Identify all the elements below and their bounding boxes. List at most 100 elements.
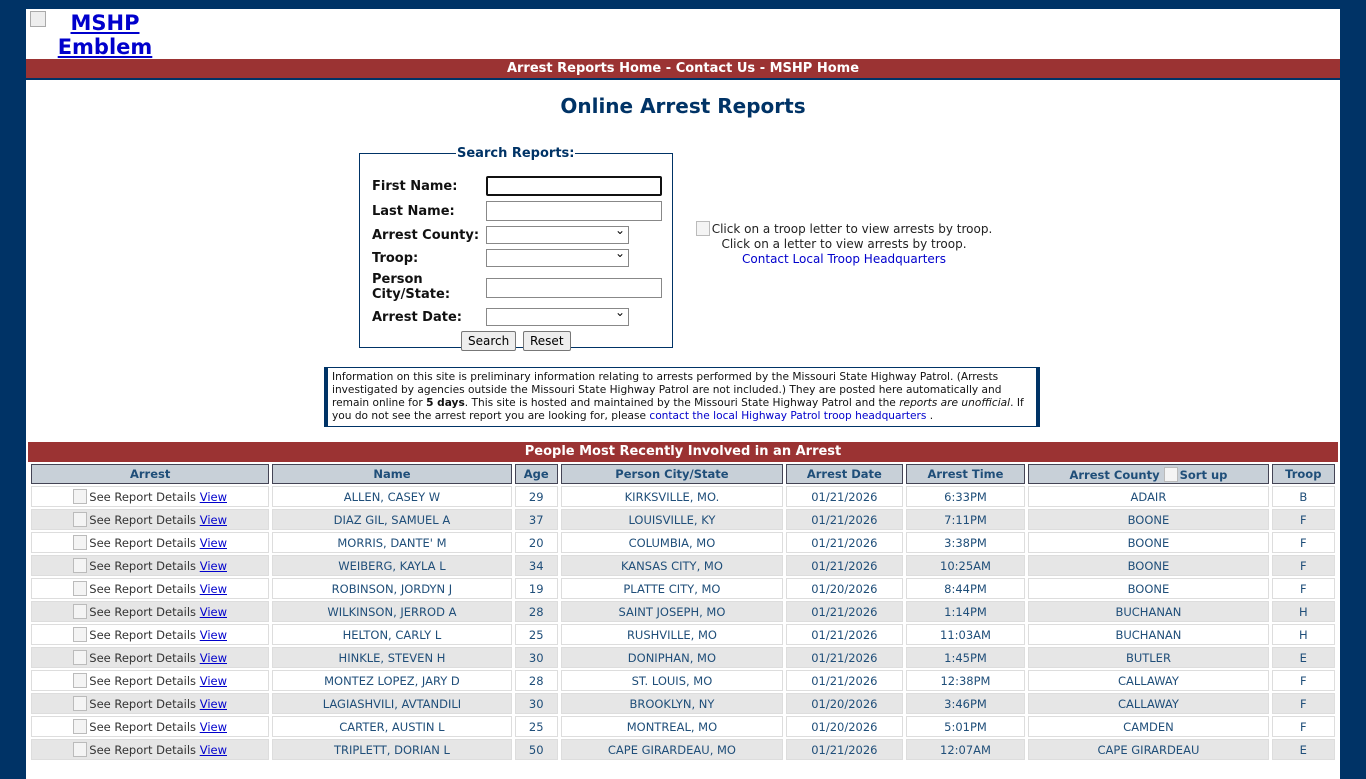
cell-arrest-county: CAPE GIRARDEAU xyxy=(1028,739,1269,760)
mshp-emblem-logo[interactable]: MSHP Emblem xyxy=(30,11,180,59)
cell-age: 37 xyxy=(514,509,558,530)
view-link[interactable]: View xyxy=(199,674,227,688)
cell-troop: B xyxy=(1271,486,1335,507)
contact-troop-link[interactable]: Contact Local Troop Headquarters xyxy=(742,252,946,266)
view-link[interactable]: View xyxy=(199,490,227,504)
troop-select[interactable] xyxy=(486,246,629,267)
cell-age: 30 xyxy=(514,693,558,714)
sort-up-alt[interactable]: Sort up xyxy=(1179,467,1228,482)
cell-arrest-county: BUTLER xyxy=(1028,647,1269,668)
header-label: Name xyxy=(373,467,411,481)
troop-label: Troop: xyxy=(372,251,419,266)
report-details-alt: See Report Details xyxy=(89,697,197,711)
report-details-icon[interactable] xyxy=(73,650,88,665)
nav-separator: - xyxy=(661,61,676,76)
contact-hq-link[interactable]: contact the local Highway Patrol troop h… xyxy=(649,410,927,422)
report-details-icon[interactable] xyxy=(73,535,88,550)
view-link[interactable]: View xyxy=(199,605,227,619)
nav-arrest-reports-home[interactable]: Arrest Reports Home xyxy=(506,61,662,76)
cell-arrest-county: ADAIR xyxy=(1028,486,1269,507)
cell-arrest: See Report Details View xyxy=(31,693,270,714)
last-name-label: Last Name: xyxy=(372,204,455,219)
cell-arrest: See Report Details View xyxy=(31,716,270,737)
cell-name: ROBINSON, JORDYN J xyxy=(272,578,512,599)
report-details-icon[interactable] xyxy=(73,558,88,573)
cell-city-state: PLATTE CITY, MO xyxy=(560,578,784,599)
city-label: Person City/State: xyxy=(372,272,451,302)
view-link[interactable]: View xyxy=(199,697,227,711)
info-italic: reports are unofficial xyxy=(899,397,1011,409)
cell-troop: F xyxy=(1271,670,1335,691)
cell-arrest: See Report Details View xyxy=(31,532,270,553)
reset-button[interactable]: Reset xyxy=(523,331,571,351)
cell-arrest-time: 3:38PM xyxy=(905,532,1026,553)
cell-name: WEIBERG, KAYLA L xyxy=(272,555,512,576)
report-details-icon[interactable] xyxy=(73,742,88,757)
report-details-icon[interactable] xyxy=(73,512,88,527)
city-input[interactable] xyxy=(486,278,662,298)
table-row: See Report Details View HELTON, CARLY L 25… xyxy=(31,624,1335,645)
cell-name: ALLEN, CASEY W xyxy=(272,486,512,507)
report-details-icon[interactable] xyxy=(73,719,88,734)
cell-age: 29 xyxy=(514,486,558,507)
table-row: See Report Details View TRIPLETT, DORIAN … xyxy=(31,739,1335,760)
report-details-icon[interactable] xyxy=(73,696,88,711)
cell-arrest-time: 3:46PM xyxy=(905,693,1026,714)
view-link[interactable]: View xyxy=(199,743,227,757)
date-label: Arrest Date: xyxy=(372,310,462,325)
view-link[interactable]: View xyxy=(199,536,227,550)
sort-up-icon[interactable] xyxy=(1163,466,1178,482)
header-troop: Troop xyxy=(1271,464,1335,484)
broken-image-icon xyxy=(695,221,710,236)
report-details-icon[interactable] xyxy=(73,627,88,642)
cell-troop: F xyxy=(1271,555,1335,576)
cell-arrest-county: CAMDEN xyxy=(1028,716,1269,737)
header-arrest-county[interactable]: Arrest County Sort up xyxy=(1028,464,1269,484)
view-link[interactable]: View xyxy=(199,651,227,665)
header-label: Person City/State xyxy=(615,467,729,481)
report-details-icon[interactable] xyxy=(73,581,88,596)
cell-arrest-date: 01/21/2026 xyxy=(786,624,903,645)
arrests-table: Arrest Name Age Person City/State Arrest Dat… xyxy=(28,462,1338,762)
report-details-icon[interactable] xyxy=(73,489,88,504)
cell-arrest-date: 01/20/2026 xyxy=(786,693,903,714)
date-select[interactable] xyxy=(486,305,629,326)
header-label: Troop xyxy=(1285,467,1322,481)
cell-arrest-time: 8:44PM xyxy=(905,578,1026,599)
county-select[interactable] xyxy=(486,223,629,244)
info-text: Information on this site is preliminary … xyxy=(332,371,1002,409)
nav-mshp-home[interactable]: MSHP Home xyxy=(769,61,860,76)
search-button[interactable]: Search xyxy=(461,331,517,351)
cell-name: MORRIS, DANTE' M xyxy=(272,532,512,553)
last-name-input[interactable] xyxy=(486,201,662,221)
view-link[interactable]: View xyxy=(199,720,227,734)
cell-city-state: DONIPHAN, MO xyxy=(560,647,784,668)
view-link[interactable]: View xyxy=(199,513,227,527)
nav-contact-us[interactable]: Contact Us xyxy=(675,61,756,76)
view-link[interactable]: View xyxy=(199,628,227,642)
view-link[interactable]: View xyxy=(199,582,227,596)
first-name-input[interactable] xyxy=(486,176,662,196)
table-row: See Report Details View ALLEN, CASEY W 29 K… xyxy=(31,486,1335,507)
view-link[interactable]: View xyxy=(199,559,227,573)
cell-arrest: See Report Details View xyxy=(31,624,270,645)
cell-arrest: See Report Details View xyxy=(31,486,270,507)
cell-name: LAGIASHVILI, AVTANDILI xyxy=(272,693,512,714)
cell-arrest-time: 12:07AM xyxy=(905,739,1026,760)
info-text: . If you do not see the arrest report yo… xyxy=(332,397,1024,422)
report-details-icon[interactable] xyxy=(73,604,88,619)
report-details-alt: See Report Details xyxy=(89,628,197,642)
cell-arrest: See Report Details View xyxy=(31,578,270,599)
report-details-icon[interactable] xyxy=(73,673,88,688)
cell-name: MONTEZ LOPEZ, JARY D xyxy=(272,670,512,691)
cell-arrest: See Report Details View xyxy=(31,555,270,576)
troop-map-image[interactable]: Click on a troop letter to view arrests … xyxy=(694,221,994,237)
header-arrest: Arrest xyxy=(31,464,270,484)
cell-arrest: See Report Details View xyxy=(31,601,270,622)
table-row: See Report Details View ROBINSON, JORDYN … xyxy=(31,578,1335,599)
cell-name: WILKINSON, JERROD A xyxy=(272,601,512,622)
